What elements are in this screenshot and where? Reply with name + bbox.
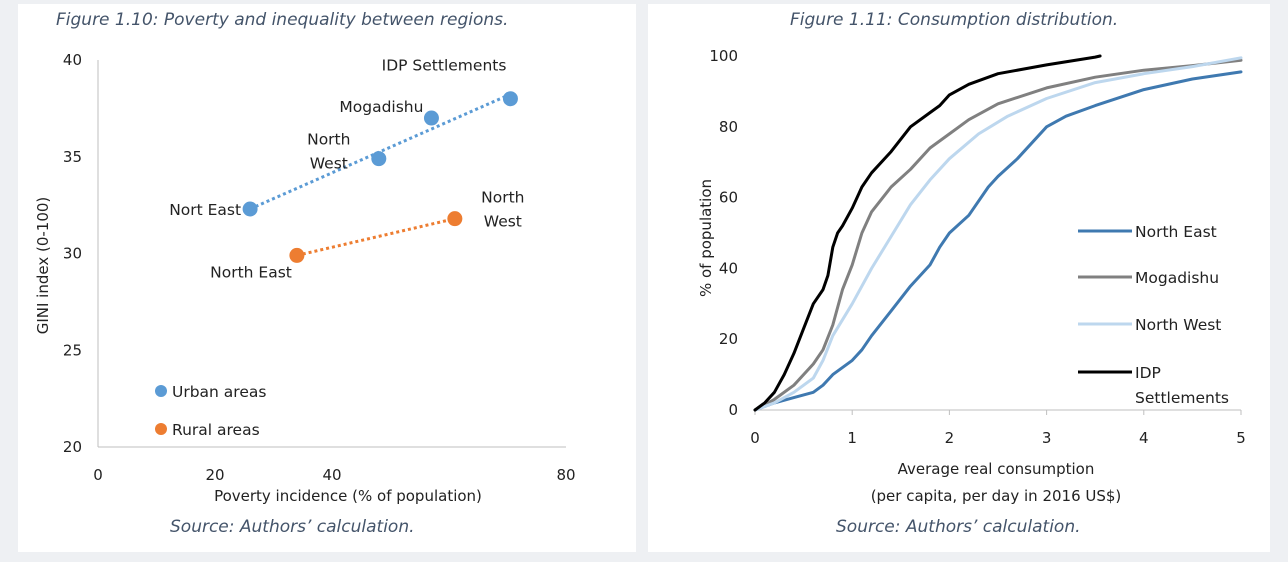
x-axis-title: Average real consumption: [898, 460, 1095, 478]
series-line: [753, 58, 1243, 412]
y-tick-label: 60: [719, 189, 738, 207]
x-tick-label: 0: [93, 466, 103, 484]
y-tick-label: 0: [728, 401, 738, 419]
figure-1-11-source: Source: Authors’ calculation.: [836, 517, 1081, 537]
figure-1-10-title: Figure 1.10: Poverty and inequality betw…: [56, 10, 509, 30]
x-axis-title: Poverty incidence (% of population): [214, 487, 482, 505]
legend-marker: [155, 423, 167, 435]
series-line: [753, 56, 1243, 412]
y-tick-label: 40: [63, 51, 82, 69]
x-tick-label: 1: [847, 429, 857, 447]
legend-marker: [155, 385, 167, 397]
data-point: [423, 110, 439, 126]
legend-label: IDP Settlements: [1135, 364, 1229, 407]
y-tick-label: 35: [63, 148, 82, 166]
data-point: [242, 201, 258, 217]
y-tick-label: 80: [719, 118, 738, 136]
point-label: Mogadishu: [339, 98, 423, 116]
x-axis-title-line2: (per capita, per day in 2016 US$): [871, 487, 1122, 505]
x-tick-label: 5: [1236, 429, 1246, 447]
figure-1-10-panel: Figure 1.10: Poverty and inequality betw…: [18, 4, 636, 552]
figure-1-10-source: Source: Authors’ calculation.: [170, 517, 415, 537]
scatter-chart: 20 25 30 35 40 0 20 40 80 Poverty incidence (% of…: [34, 51, 576, 505]
x-tick-label: 20: [205, 466, 224, 484]
y-tick-label: 20: [63, 438, 82, 456]
legend-label: Mogadishu: [1135, 269, 1219, 287]
figure-1-11-title: Figure 1.11: Consumption distribution.: [790, 10, 1119, 30]
legend-label: North West: [1135, 316, 1221, 334]
line-chart: 0 1 2 3 4 5 0 20 40 60 80 100 Average real consumpti…: [697, 47, 1246, 505]
x-tick-label: 40: [322, 466, 341, 484]
data-point: [289, 247, 305, 263]
y-axis-title: % of population: [697, 179, 715, 297]
data-point: [371, 151, 387, 167]
y-tick-label: 20: [719, 330, 738, 348]
y-tick-label: 30: [63, 245, 82, 263]
point-label: North West: [481, 189, 524, 231]
y-axis-title: GINI index (0-100): [34, 197, 52, 335]
series-line: [753, 54, 1102, 412]
trendline: [296, 217, 456, 257]
legend-label: North East: [1135, 223, 1217, 241]
x-tick-label: 3: [1042, 429, 1052, 447]
point-label: Nort East: [169, 201, 241, 219]
y-tick-label: 100: [709, 47, 738, 65]
point-label: North West: [307, 131, 350, 173]
figure-1-11-panel: Figure 1.11: Consumption distribution. 0…: [648, 4, 1270, 552]
x-tick-label: 80: [556, 466, 575, 484]
series-line: [753, 70, 1243, 412]
x-tick-label: 0: [750, 429, 760, 447]
data-point: [502, 91, 518, 107]
x-tick-label: 2: [945, 429, 955, 447]
y-tick-label: 25: [63, 341, 82, 359]
point-label: North East: [210, 263, 292, 281]
legend-label: Rural areas: [172, 421, 260, 439]
y-tick-label: 40: [719, 259, 738, 277]
point-label: IDP Settlements: [382, 57, 507, 75]
data-point: [447, 211, 463, 227]
legend-label: Urban areas: [172, 383, 266, 401]
x-tick-label: 4: [1139, 429, 1149, 447]
